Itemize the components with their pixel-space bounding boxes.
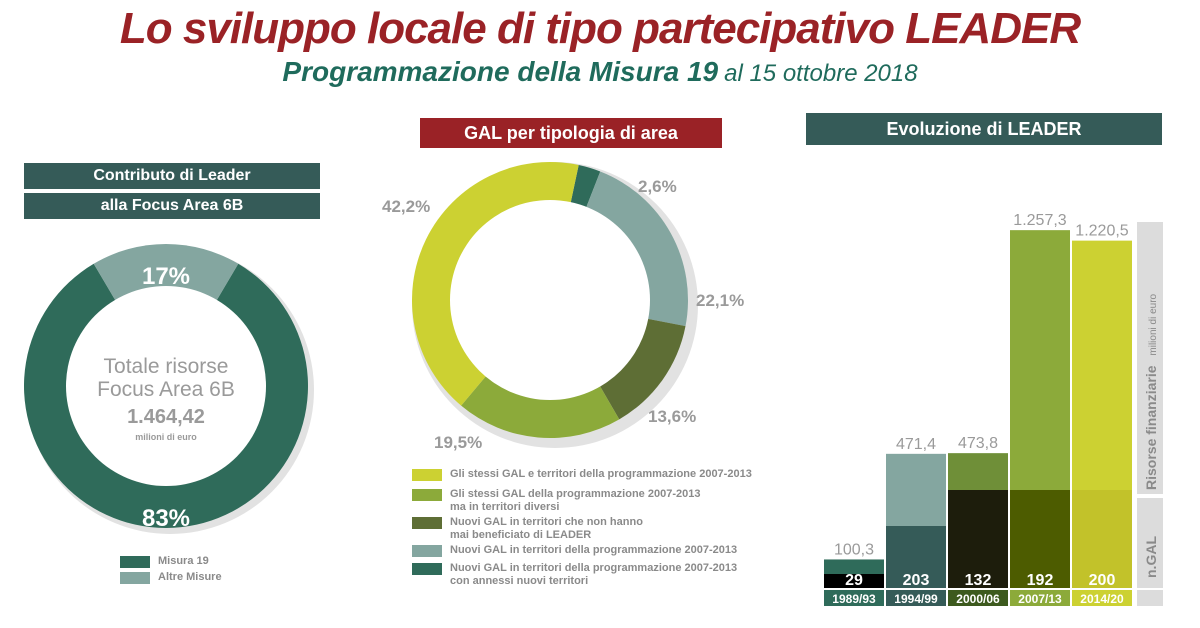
side-panel-years (1137, 590, 1163, 606)
focus-area-donut-chart: Totale risorse Focus Area 6B 1.464,42 mi… (23, 244, 314, 534)
left-banner-line2: alla Focus Area 6B (24, 193, 320, 219)
pct-label-22: 22,1% (696, 291, 744, 310)
gal-count-label: 132 (965, 572, 992, 589)
middle-banner: GAL per tipologia di area (420, 118, 722, 148)
legend-label: Altre Misure (158, 571, 222, 583)
legend-swatch (412, 489, 442, 501)
year-label: 2014/20 (1080, 592, 1124, 606)
year-label: 2007/13 (1018, 592, 1062, 606)
subtitle-main: Programmazione della Misura 19 (282, 56, 719, 87)
side-label-gal: n.GAL (1143, 536, 1159, 578)
legend-label: Nuovi GAL in territori della programmazi… (450, 544, 738, 556)
gal-count-label: 200 (1089, 572, 1116, 589)
donut-center-unit: milioni di euro (135, 432, 197, 442)
legend-label: Nuovi GAL in territori della programmazi… (450, 562, 738, 574)
year-label: 2000/06 (956, 592, 1000, 606)
side-panel-resources (1137, 222, 1163, 494)
side-label-resources: Risorse finanziarie milioni di euro (1143, 293, 1159, 490)
legend-label-line2: ma in territori diversi (450, 501, 560, 513)
year-label: 1994/99 (894, 592, 938, 606)
year-label-bg (886, 590, 946, 606)
donut-center-line2: Focus Area 6B (97, 378, 235, 401)
bar-value-label: 473,8 (958, 435, 998, 452)
left-legend: Misura 19 Altre Misure (120, 555, 320, 595)
middle-legend: Gli stessi GAL e territori della program… (412, 468, 772, 598)
left-banner-line1: Contributo di Leader (24, 163, 320, 189)
legend-label-line2: mai beneficiato di LEADER (450, 529, 592, 541)
page-title: Lo sviluppo locale di tipo partecipativo… (119, 4, 1081, 53)
donut-center-line1: Totale risorse (104, 355, 229, 378)
bar-value-label: 1.220,5 (1075, 223, 1128, 240)
pct-label-42: 42,2% (382, 197, 430, 216)
year-label-bg (948, 590, 1008, 606)
legend-swatch (412, 517, 442, 529)
gal-area-donut-chart: 42,2% 19,5% 13,6% 22,1% 2,6% (382, 161, 744, 452)
bar-gal-segment (1072, 490, 1132, 588)
donut-hole (66, 286, 266, 486)
bar-value-label: 471,4 (896, 436, 936, 453)
donut-hole (450, 200, 650, 400)
bar-gal-segment (948, 490, 1008, 588)
legend-label: Misura 19 (158, 555, 209, 567)
bar-gal-segment (824, 574, 884, 588)
gal-count-label: 203 (903, 572, 930, 589)
bar-gal-segment (1010, 490, 1070, 588)
gal-count-label: 29 (845, 572, 863, 589)
slice-label-altre: 17% (142, 263, 190, 290)
year-label: 1989/93 (832, 592, 876, 606)
bar-value-label: 1.257,3 (1013, 212, 1066, 229)
legend-swatch (412, 563, 442, 575)
legend-swatch (120, 556, 150, 568)
page-subtitle: Programmazione della Misura 19 al 15 otto… (0, 56, 1200, 88)
slice-label-misura19: 83% (142, 505, 190, 532)
right-banner: Evoluzione di LEADER (806, 113, 1162, 145)
gal-count-label: 192 (1027, 572, 1054, 589)
legend-swatch (412, 469, 442, 481)
year-label-bg (1010, 590, 1070, 606)
legend-label-line2: con annessi nuovi territori (450, 575, 589, 587)
pct-label-19: 19,5% (434, 433, 482, 452)
year-label-bg (1072, 590, 1132, 606)
year-label-bg (824, 590, 884, 606)
pct-label-13: 13,6% (648, 407, 696, 426)
pct-label-2: 2,6% (638, 177, 677, 196)
legend-swatch (120, 572, 150, 584)
side-panel-gal (1137, 498, 1163, 588)
legend-swatch (412, 545, 442, 557)
legend-label: Gli stessi GAL e territori della program… (450, 468, 752, 480)
legend-label: Gli stessi GAL della programmazione 2007… (450, 488, 701, 500)
leader-evolution-bar-chart: 100,3 29 1989/93 471,4 203 1994/99 473,8 132 200… (824, 212, 1163, 606)
bar-gal-segment (886, 526, 946, 588)
bar-value-label: 100,3 (834, 541, 874, 558)
legend-label: Nuovi GAL in territori che non hanno (450, 516, 643, 528)
subtitle-date: al 15 ottobre 2018 (724, 60, 918, 87)
donut-center-value: 1.464,42 (127, 406, 205, 428)
